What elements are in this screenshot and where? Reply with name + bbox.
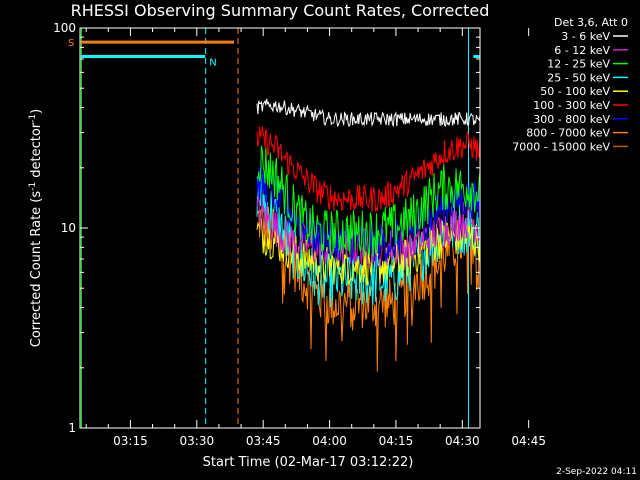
legend-entry-label: 800 - 7000 keV [526,127,610,140]
y-axis-label-part-1: Corrected Count Rate (s [29,191,44,348]
series-line [256,195,481,268]
legend-entry-label: 6 - 12 keV [554,44,610,57]
chart-title: RHESSI Observing Summary Count Rates, Co… [71,1,490,20]
y-tick-label: 1 [68,421,76,435]
y-tick-label: 100 [53,21,76,35]
x-tick-label: 03:45 [246,434,281,448]
series-line [256,126,481,213]
flag-label: N [209,58,216,69]
x-tick-label: 04:30 [445,434,480,448]
legend-entry-label: 7000 - 15000 keV [512,140,610,153]
legend-entry-label: 3 - 6 keV [561,30,610,43]
y-axis-label-exp-2: -1 [28,114,38,123]
x-axis-ticks: 03:15 03:30 03:45 04:00 04:15 04:30 04:45 [85,28,546,448]
legend-entry-label: 100 - 300 keV [533,99,610,112]
y-tick-label: 10 [61,221,76,235]
series-line [256,98,481,128]
y-axis-label-part-3: ) [29,109,44,114]
x-axis-label: Start Time (02-Mar-17 03:12:22) [203,455,414,470]
y-axis-label-part-2: detector [29,122,44,182]
x-tick-label: 04:00 [312,434,347,448]
y-axis-label-exp-1: -1 [28,182,38,191]
y-axis-ticks: 1 10 100 [53,21,480,435]
legend-entry-label: 50 - 100 keV [540,85,610,98]
generation-timestamp: 2-Sep-2022 04:11 [556,467,637,477]
y-axis-label: Corrected Count Rate (s-1 detector-1) [28,109,44,347]
flag-label: S [68,38,74,49]
x-tick-label: 03:30 [180,434,215,448]
x-tick-label: 04:45 [511,434,546,448]
legend-entry-label: 300 - 800 keV [533,113,610,126]
flag-bars: SN [68,38,480,69]
series-line [256,145,481,257]
legend-entry-label: 25 - 50 keV [547,71,610,84]
x-tick-label: 04:15 [379,434,414,448]
legend-title: Det 3,6, Att 0 [554,16,628,29]
legend-entry-label: 12 - 25 keV [547,58,610,71]
x-tick-label: 03:15 [113,434,148,448]
series-lines [256,98,481,372]
